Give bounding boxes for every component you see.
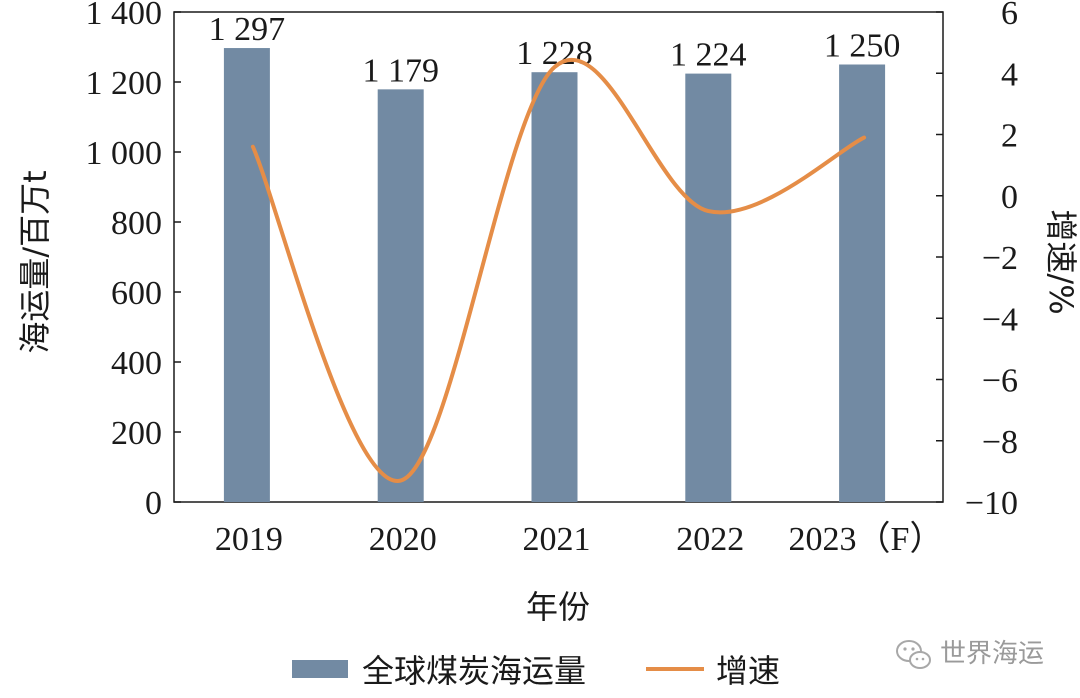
- y-right-tick-label: −6: [982, 363, 1018, 400]
- growth-line-group: [250, 57, 867, 483]
- watermark: 世界海运: [896, 639, 1044, 669]
- y-right-tick-label: 0: [1001, 179, 1018, 216]
- bar-2019: [223, 48, 270, 503]
- wechat-icon: [896, 640, 931, 669]
- x-tick-label: 2022: [676, 521, 744, 558]
- bar-label-2020: 1 179: [362, 52, 439, 89]
- y-left-tick-label: 0: [145, 485, 162, 522]
- y-right-tick-label: −4: [982, 301, 1018, 338]
- legend-label-bar: 全球煤炭海运量: [362, 652, 586, 690]
- x-tick-label: 2020: [369, 521, 437, 558]
- x-tick-label: 2021: [523, 521, 591, 558]
- watermark-text: 世界海运: [940, 639, 1044, 669]
- y-left-tick-label: 1 000: [86, 135, 163, 172]
- y-left-tick-label: 800: [111, 205, 162, 242]
- bar-2021: [531, 72, 578, 502]
- x-tick-label: 2019: [215, 521, 283, 558]
- x-axis: 2019 2020 2021 2022 2023（F）: [215, 520, 944, 558]
- growth-line: [250, 57, 867, 483]
- bar-2020: [377, 89, 424, 502]
- legend: 全球煤炭海运量 增速: [292, 652, 780, 690]
- bar-2023（F）: [839, 64, 886, 502]
- y-right-axis: −10 −8 −6 −4 −2 0 2 4 6: [936, 0, 1018, 522]
- bar-label-2023（F）: 1 250: [824, 28, 901, 65]
- y-right-tick-label: 4: [1001, 56, 1018, 93]
- y-right-tick-label: −8: [982, 424, 1018, 461]
- y-left-tick-label: 400: [111, 345, 162, 382]
- legend-label-line: 增速: [716, 652, 780, 690]
- y-left-tick-label: 600: [111, 275, 162, 312]
- y-right-axis-title: 增速/%: [1042, 209, 1080, 314]
- y-left-axis-title: 海运量/百万t: [16, 170, 54, 353]
- y-left-tick-label: 200: [111, 415, 162, 452]
- x-axis-title: 年份: [526, 588, 590, 626]
- legend-swatch-bar: [292, 660, 348, 678]
- y-right-tick-label: −10: [965, 485, 1018, 522]
- y-right-tick-label: 6: [1001, 0, 1018, 32]
- bars: [223, 48, 886, 503]
- bar-2022: [685, 73, 732, 502]
- y-right-tick-label: −2: [982, 240, 1018, 277]
- y-left-tick-label: 1 200: [86, 65, 163, 102]
- bar-label-2019: 1 297: [209, 11, 286, 48]
- x-tick-label: 2023（F）: [789, 520, 944, 558]
- y-right-tick-label: 2: [1001, 118, 1018, 155]
- bar-label-2022: 1 224: [670, 37, 747, 74]
- y-left-tick-label: 1 400: [86, 0, 163, 32]
- y-left-axis: 0 200 400 600 800 1 000 1 200 1 400: [86, 0, 181, 522]
